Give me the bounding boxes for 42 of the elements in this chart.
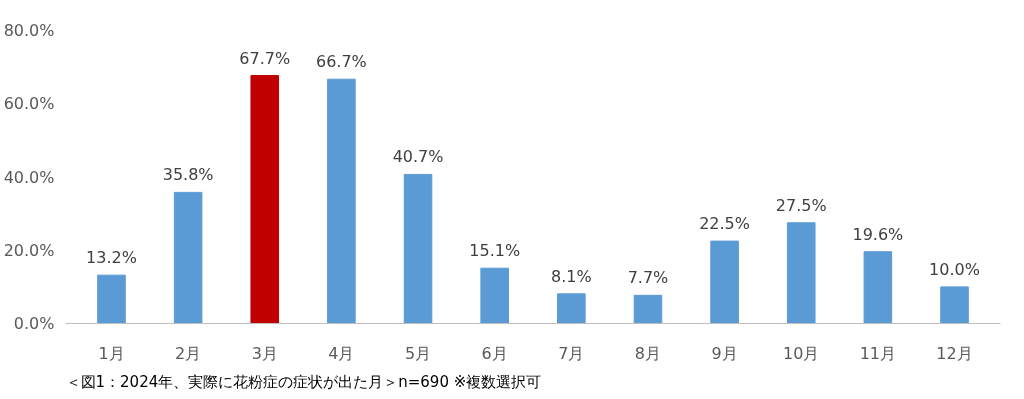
- y-tick-label: 20.0%: [3, 240, 55, 260]
- x-tick-label: 1月: [98, 343, 125, 363]
- data-label: 27.5%: [775, 195, 827, 215]
- x-tick-label: 5月: [404, 343, 432, 363]
- data-label: 35.8%: [162, 165, 214, 185]
- bar: [633, 294, 663, 324]
- bar: [173, 191, 203, 324]
- y-tick-label: 0.0%: [13, 314, 55, 333]
- data-label: 10.0%: [929, 259, 980, 279]
- y-tick-label: 80.0%: [3, 21, 55, 40]
- text: ＜図1：2024年、実際に花粉症の症状が出た月＞n=690 ※複数選択可: [65, 372, 542, 391]
- x-tick-label: 12月: [936, 343, 973, 363]
- y-tick-label: 40.0%: [3, 167, 55, 187]
- bar: [403, 173, 433, 324]
- x-tick-label: 11月: [859, 343, 897, 363]
- data-label: 8.1%: [551, 266, 592, 286]
- x-tick-label: 10月: [783, 343, 820, 363]
- x-tick-label: 3月: [251, 343, 278, 363]
- bar: [863, 251, 893, 324]
- bar: [557, 293, 586, 324]
- x-tick-label: 9月: [711, 343, 738, 363]
- data-label: 7.7%: [627, 268, 669, 288]
- bar: [940, 286, 969, 324]
- data-label: 19.6%: [852, 224, 904, 244]
- x-tick-label: 7月: [558, 343, 585, 363]
- bar: [786, 222, 816, 324]
- x-tick-label: 4月: [328, 343, 355, 363]
- x-tick-label: 6月: [481, 343, 508, 363]
- bar: [97, 274, 126, 324]
- data-label: 67.7%: [239, 48, 291, 68]
- data-label: 22.5%: [699, 214, 751, 234]
- data-label: 13.2%: [86, 248, 137, 268]
- bar: [480, 267, 509, 324]
- x-tick-label: 2月: [175, 343, 202, 363]
- data-label: 66.7%: [315, 52, 367, 72]
- bar: [327, 78, 356, 324]
- x-tick-label: 8月: [634, 343, 662, 363]
- y-tick-label: 60.0%: [3, 94, 55, 114]
- data-label: 40.7%: [392, 147, 444, 167]
- bar: [250, 75, 280, 324]
- data-label: 15.1%: [469, 241, 521, 261]
- bar: [710, 240, 739, 324]
